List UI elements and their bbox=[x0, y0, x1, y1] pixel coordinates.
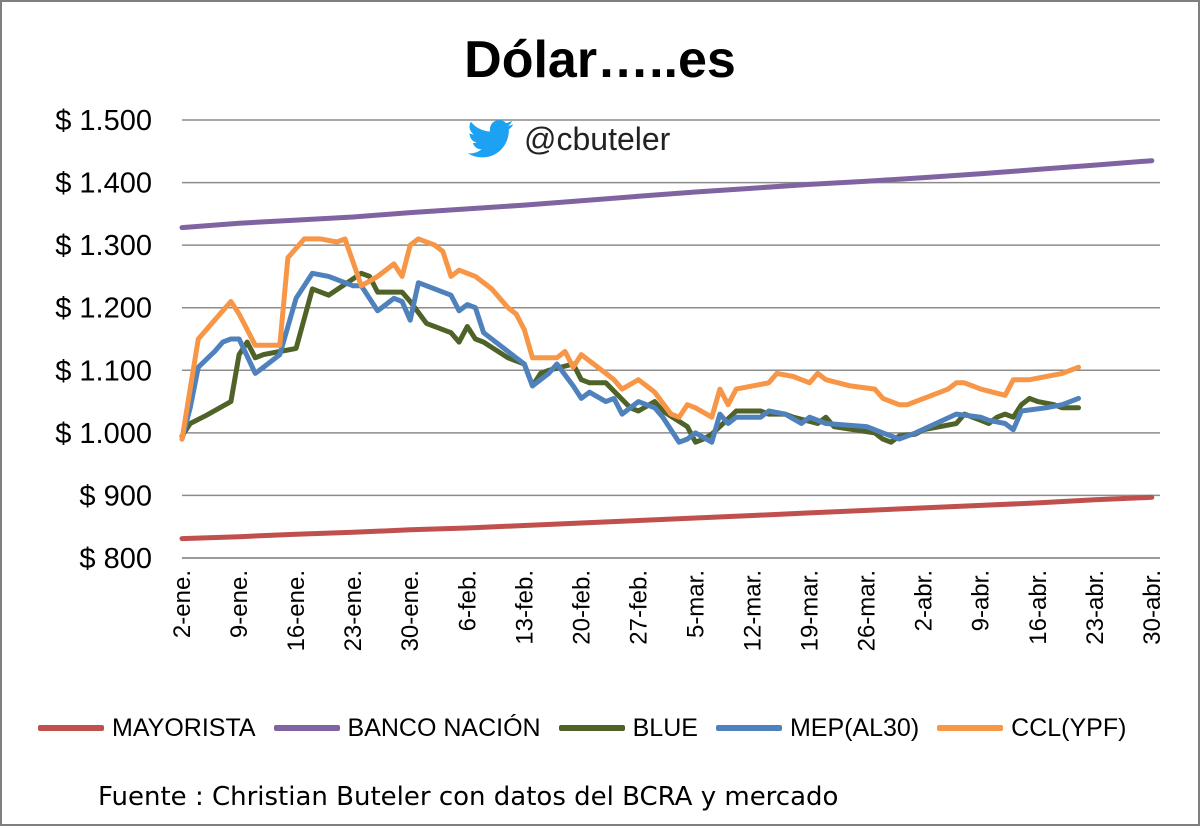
legend-swatch bbox=[38, 725, 104, 731]
legend-swatch bbox=[715, 725, 782, 731]
x-axis: 2-ene. 9-ene. 16-ene. 23-ene. 30-ene. 6-feb. 1… bbox=[169, 570, 1166, 651]
y-tick-label: $ 1.200 bbox=[55, 293, 152, 325]
twitter-handle-text: @cbuteler bbox=[524, 120, 671, 157]
legend-label: CCL(YPF) bbox=[1011, 713, 1127, 742]
legend-swatch bbox=[937, 725, 1004, 731]
x-tick-label: 2-ene. bbox=[169, 570, 196, 638]
x-tick-label: 2-abr. bbox=[911, 570, 938, 631]
legend-item: CCL(YPF) bbox=[937, 714, 1126, 743]
legend-item: BLUE bbox=[558, 713, 698, 743]
legend-item: MEP(AL30) bbox=[715, 713, 920, 743]
series-line-mayorista bbox=[179, 494, 1155, 542]
x-tick-label: 6-feb. bbox=[454, 570, 481, 631]
x-tick-label: 23-ene. bbox=[340, 570, 367, 651]
y-tick-label: $ 900 bbox=[79, 480, 152, 512]
series-lines bbox=[179, 158, 1155, 542]
y-tick-label: $ 1.400 bbox=[55, 168, 152, 200]
x-tick-label: 13-feb. bbox=[511, 570, 538, 645]
x-tick-label: 30-abr. bbox=[1139, 570, 1166, 645]
x-tick-label: 9-abr. bbox=[968, 570, 995, 631]
x-tick-label: 26-mar. bbox=[854, 570, 881, 651]
y-tick-label: $ 1.100 bbox=[55, 355, 152, 387]
x-tick-label: 12-mar. bbox=[740, 570, 767, 651]
y-tick-label: $ 1.500 bbox=[55, 105, 152, 137]
x-tick-label: 16-ene. bbox=[283, 570, 310, 651]
y-tick-label: $ 1.000 bbox=[55, 418, 152, 450]
legend-item: BANCO NACIÓN bbox=[273, 713, 541, 743]
series-line-blue bbox=[179, 270, 1081, 445]
x-tick-label: 5-mar. bbox=[682, 570, 709, 638]
legend-swatch bbox=[273, 725, 340, 731]
x-tick-label: 19-mar. bbox=[797, 570, 824, 651]
legend-swatch bbox=[558, 725, 625, 731]
legend: MAYORISTA BANCO NACIÓN BLUE MEP(AL30) CCL(YP… bbox=[38, 706, 1188, 750]
series-line-ccl-ypf bbox=[179, 236, 1081, 442]
legend-label: MAYORISTA bbox=[112, 713, 256, 742]
x-tick-label: 9-ene. bbox=[226, 570, 253, 638]
gridlines bbox=[182, 119, 1160, 559]
series-line-mep-al30 bbox=[179, 270, 1081, 445]
twitter-handle: @cbuteler bbox=[468, 117, 670, 161]
series-line-banco-naci-n bbox=[179, 158, 1155, 231]
y-axis: $ 800 $ 900 $ 1.000 $ 1.100 $ 1.200 $ 1.300 $ … bbox=[55, 105, 152, 575]
x-tick-label: 23-abr. bbox=[1082, 570, 1109, 645]
legend-item: MAYORISTA bbox=[38, 714, 256, 743]
legend-label: BLUE bbox=[632, 713, 698, 742]
chart-title: Dólar…..es bbox=[464, 31, 736, 89]
y-tick-label: $ 800 bbox=[79, 543, 152, 575]
legend-label: MEP(AL30) bbox=[789, 713, 920, 742]
x-tick-label: 16-abr. bbox=[1025, 570, 1052, 645]
x-tick-label: 20-feb. bbox=[568, 570, 595, 645]
twitter-bird-icon bbox=[468, 120, 514, 158]
x-tick-label: 30-ene. bbox=[397, 570, 424, 651]
legend-label: BANCO NACIÓN bbox=[347, 713, 541, 742]
source-note: Fuente : Christian Buteler con datos del… bbox=[98, 782, 839, 812]
x-tick-label: 27-feb. bbox=[625, 570, 652, 645]
y-tick-label: $ 1.300 bbox=[55, 230, 152, 262]
